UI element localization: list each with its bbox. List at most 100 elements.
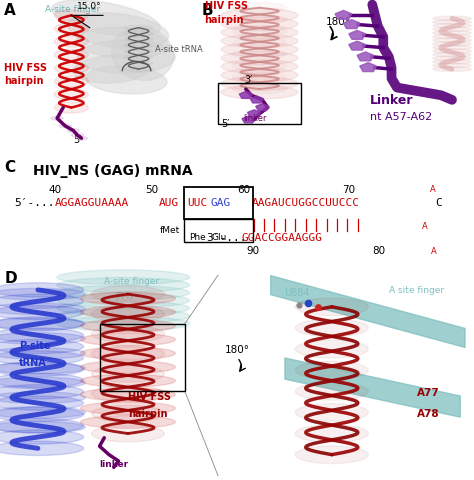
Ellipse shape (0, 407, 83, 421)
Ellipse shape (0, 333, 85, 344)
Ellipse shape (91, 405, 164, 422)
Ellipse shape (233, 14, 286, 24)
Text: AAGAUCUGGCCUUCCC: AAGAUCUGGCCUUCCC (252, 198, 360, 207)
Text: A-site finger: A-site finger (45, 5, 100, 13)
Text: 180°: 180° (326, 17, 351, 26)
Ellipse shape (75, 136, 88, 140)
Text: fMet: fMet (160, 226, 181, 235)
Ellipse shape (0, 377, 85, 389)
Ellipse shape (433, 24, 471, 28)
Ellipse shape (54, 49, 89, 60)
Text: Phe: Phe (190, 233, 206, 242)
Text: A: A (4, 3, 16, 18)
Ellipse shape (0, 351, 83, 365)
Ellipse shape (0, 294, 83, 308)
Text: hairpin: hairpin (128, 408, 167, 419)
Ellipse shape (81, 416, 175, 428)
Ellipse shape (221, 68, 298, 82)
Ellipse shape (295, 361, 368, 379)
Ellipse shape (81, 388, 175, 401)
Ellipse shape (0, 396, 83, 410)
Text: Glu: Glu (212, 233, 227, 242)
Text: linker: linker (100, 460, 128, 469)
Ellipse shape (54, 62, 89, 73)
Text: A: A (430, 185, 436, 194)
Text: A-site tRNA: A-site tRNA (155, 45, 203, 54)
Text: A78: A78 (417, 408, 440, 419)
Ellipse shape (91, 425, 164, 442)
Text: 90: 90 (246, 246, 260, 256)
Ellipse shape (52, 0, 160, 37)
Ellipse shape (91, 325, 164, 342)
Ellipse shape (0, 362, 83, 376)
Ellipse shape (0, 419, 83, 433)
Ellipse shape (57, 301, 190, 316)
Ellipse shape (221, 43, 298, 57)
Text: 60: 60 (237, 185, 251, 195)
Ellipse shape (68, 13, 169, 48)
Text: B: B (202, 3, 213, 18)
Text: C: C (435, 198, 442, 207)
Ellipse shape (81, 347, 175, 360)
Text: GAG: GAG (210, 198, 231, 207)
Ellipse shape (71, 133, 83, 137)
Ellipse shape (433, 60, 471, 64)
Ellipse shape (433, 41, 471, 46)
Ellipse shape (0, 373, 83, 387)
Ellipse shape (221, 60, 298, 73)
Ellipse shape (0, 317, 83, 331)
Text: A: A (422, 222, 428, 231)
Ellipse shape (81, 306, 175, 318)
Ellipse shape (0, 339, 83, 354)
Ellipse shape (433, 56, 471, 60)
Ellipse shape (433, 16, 471, 21)
Ellipse shape (295, 383, 368, 400)
Text: Linker: Linker (370, 95, 413, 108)
Ellipse shape (433, 67, 471, 72)
Ellipse shape (81, 402, 175, 415)
Text: A: A (431, 247, 437, 256)
Bar (100, 324, 185, 391)
Ellipse shape (0, 348, 85, 359)
Text: 80: 80 (373, 246, 386, 256)
Ellipse shape (233, 72, 286, 83)
Ellipse shape (433, 49, 471, 53)
Ellipse shape (57, 309, 190, 324)
Text: 3′: 3′ (245, 75, 253, 85)
Text: GGACCGGAAGGG: GGACCGGAAGGG (242, 233, 323, 243)
Ellipse shape (57, 277, 190, 292)
Ellipse shape (233, 38, 286, 48)
Ellipse shape (221, 25, 298, 39)
Text: 5′-...: 5′-... (14, 198, 55, 207)
Ellipse shape (433, 38, 471, 42)
Text: AUG: AUG (159, 198, 179, 207)
Text: U884: U884 (284, 288, 310, 299)
Ellipse shape (91, 286, 164, 302)
Text: HIV_NS (GAG) mRNA: HIV_NS (GAG) mRNA (33, 164, 193, 178)
Ellipse shape (81, 360, 175, 373)
Ellipse shape (73, 55, 151, 83)
Ellipse shape (221, 34, 298, 48)
Text: tRNA: tRNA (19, 358, 47, 368)
Text: 5′: 5′ (73, 135, 82, 145)
Ellipse shape (233, 61, 286, 71)
Ellipse shape (0, 288, 85, 300)
Ellipse shape (54, 36, 89, 47)
Ellipse shape (233, 49, 286, 59)
Text: HIV FSS: HIV FSS (128, 392, 171, 402)
Ellipse shape (81, 374, 175, 387)
Bar (219, 83, 301, 124)
Ellipse shape (91, 346, 164, 362)
Text: 5′: 5′ (221, 120, 229, 130)
Ellipse shape (233, 84, 286, 94)
Ellipse shape (0, 441, 83, 456)
Ellipse shape (295, 319, 368, 337)
Ellipse shape (295, 446, 368, 464)
Ellipse shape (0, 318, 85, 329)
Ellipse shape (91, 365, 164, 382)
Ellipse shape (221, 9, 298, 22)
Text: UUC: UUC (188, 198, 208, 207)
Text: (R-I): (R-I) (114, 292, 133, 301)
Text: 15.0°: 15.0° (77, 2, 102, 11)
Text: HIV FSS: HIV FSS (4, 63, 47, 72)
